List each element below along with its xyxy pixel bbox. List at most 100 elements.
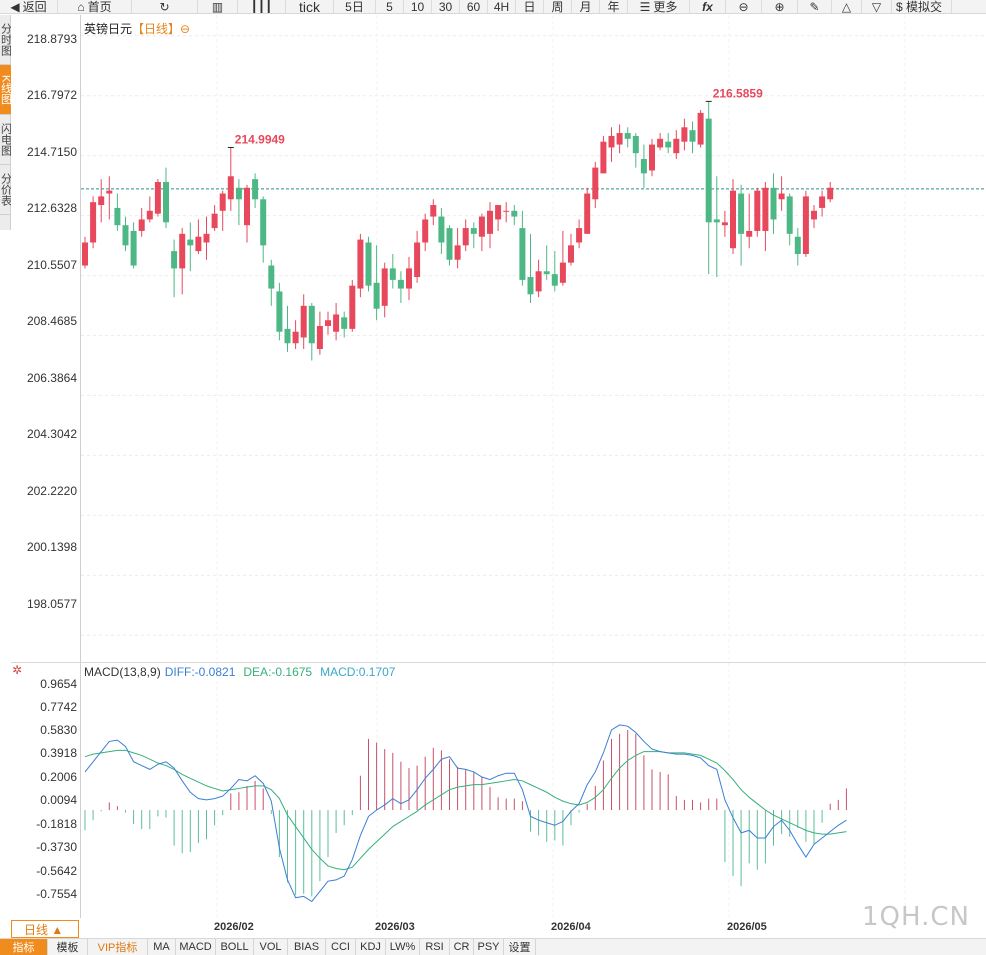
candle-body — [778, 193, 785, 200]
candle-body — [794, 236, 801, 254]
triangle-up-icon: △ — [841, 0, 852, 14]
h4-button[interactable]: 4H — [488, 0, 516, 13]
tick-button[interactable]: tick — [286, 0, 334, 13]
macd-y-tick: 0.9654 — [40, 677, 77, 691]
week-button[interactable]: 周 — [544, 0, 572, 13]
candle-body — [284, 328, 291, 344]
tab-timeshare[interactable]: 分时图 — [0, 15, 11, 65]
x-tick: 2026/05 — [727, 921, 767, 933]
macd-y-tick: 0.0094 — [40, 793, 77, 807]
y-tick: 208.4685 — [26, 314, 77, 328]
x-tick: 2026/03 — [375, 921, 415, 933]
tab-price-table[interactable]: 分价表 — [0, 165, 11, 215]
candle-body — [98, 196, 105, 206]
candle-body — [770, 187, 777, 220]
zoom-out-icon: ⊖ — [738, 0, 749, 14]
watermark: 1QH.CN — [862, 902, 970, 932]
refresh-button[interactable]: ↻ — [132, 0, 198, 13]
back-button[interactable]: ◀ 返回 — [0, 0, 58, 13]
tab-vol[interactable]: VOL — [254, 938, 288, 955]
candle-body — [82, 242, 88, 266]
candlestick-button[interactable]: ┃┃┃ — [238, 0, 286, 13]
candle-body — [373, 282, 380, 309]
tab-psy[interactable]: PSY — [474, 938, 504, 955]
formula-button[interactable]: fx — [690, 0, 726, 13]
up-button[interactable]: △ — [832, 0, 862, 14]
candle-body — [203, 233, 210, 243]
five-day-button[interactable]: 5日 — [334, 0, 376, 13]
m30-button[interactable]: 30 — [432, 0, 460, 13]
candle-body — [341, 317, 348, 329]
home-icon: ⌂ — [77, 0, 85, 14]
bar-chart-icon: ▥ — [211, 0, 224, 14]
more-button[interactable]: ☰ 更多 — [628, 0, 690, 13]
m60-button[interactable]: 60 — [460, 0, 488, 13]
y-tick: 200.1398 — [26, 540, 77, 554]
candle-body — [535, 271, 542, 292]
tab-macd[interactable]: MACD — [176, 938, 216, 955]
candle-body — [519, 228, 526, 280]
tab-flash[interactable]: 闪电图 — [0, 115, 11, 165]
macd-y-tick: -0.1818 — [36, 817, 77, 831]
day-button[interactable]: 日 — [516, 0, 544, 13]
tab-settings[interactable]: 设置 — [504, 938, 536, 955]
y-tick: 216.7972 — [26, 88, 77, 102]
collapse-icon[interactable]: ⊖ — [180, 22, 191, 36]
year-button[interactable]: 年 — [600, 0, 628, 13]
candle-body — [219, 193, 226, 211]
m10-button[interactable]: 10 — [404, 0, 432, 13]
macd-dea-value: DEA:-0.1675 — [243, 665, 313, 679]
candle-body — [592, 167, 599, 200]
macd-y-tick: 0.7742 — [40, 700, 77, 714]
simulate-trade-button[interactable]: $ 模拟交 — [892, 0, 952, 13]
candle-body — [187, 239, 194, 246]
dea-line — [84, 749, 847, 871]
candle-body — [584, 193, 591, 234]
tab-indicator[interactable]: 指标 — [0, 938, 48, 955]
m5-button[interactable]: 5 — [376, 0, 404, 13]
candle-body — [624, 133, 631, 139]
down-button[interactable]: ▽ — [862, 0, 892, 13]
tab-cci[interactable]: CCI — [326, 938, 356, 955]
settings-icon[interactable]: ✲ — [12, 663, 23, 677]
pane-divider — [11, 662, 986, 663]
home-button[interactable]: ⌂ 首页 — [58, 0, 132, 14]
tab-cr[interactable]: CR — [450, 938, 474, 955]
macd-name: MACD(13,8,9) — [84, 665, 161, 679]
tab-kline[interactable]: K线图 — [0, 65, 11, 115]
candle-body — [819, 196, 826, 208]
tab-bias[interactable]: BIAS — [288, 938, 326, 955]
period-selector[interactable]: 日线 ▲ — [11, 920, 79, 938]
tab-rsi[interactable]: RSI — [420, 938, 450, 955]
candle-body — [454, 245, 461, 260]
candle-body — [268, 265, 275, 289]
macd-y-tick: 0.3918 — [40, 746, 77, 760]
x-tick: 2026/04 — [551, 921, 591, 933]
y-tick: 212.6328 — [26, 201, 77, 215]
macd-y-tick: -0.7554 — [36, 887, 77, 901]
chart-type-button[interactable]: ▥ — [198, 0, 238, 14]
high-label: 216.5859 — [713, 86, 763, 100]
tab-template[interactable]: 模板 — [48, 938, 88, 955]
candle-body — [114, 207, 121, 226]
tab-kdj[interactable]: KDJ — [356, 938, 386, 955]
candle-body — [527, 277, 534, 295]
candle-body — [811, 210, 817, 220]
draw-button[interactable]: ✎ — [798, 0, 832, 13]
month-button[interactable]: 月 — [572, 0, 600, 13]
candle-body — [487, 210, 493, 234]
tab-boll[interactable]: BOLL — [216, 938, 254, 955]
tab-vip-indicator[interactable]: VIP指标 — [88, 938, 148, 955]
zoom-out-button[interactable]: ⊖ — [726, 0, 762, 14]
candle-body — [300, 305, 307, 338]
tab-lw[interactable]: LW% — [386, 938, 420, 955]
macd-y-tick: -0.3730 — [36, 840, 77, 854]
candle-body — [146, 210, 153, 220]
zoom-in-button[interactable]: ⊕ — [762, 0, 798, 13]
candle-body — [551, 274, 558, 286]
tab-ma[interactable]: MA — [148, 938, 176, 955]
candle-body — [705, 118, 712, 223]
candle-body — [665, 141, 672, 148]
side-tabs: 分时图 K线图 闪电图 分价表 — [0, 15, 11, 230]
